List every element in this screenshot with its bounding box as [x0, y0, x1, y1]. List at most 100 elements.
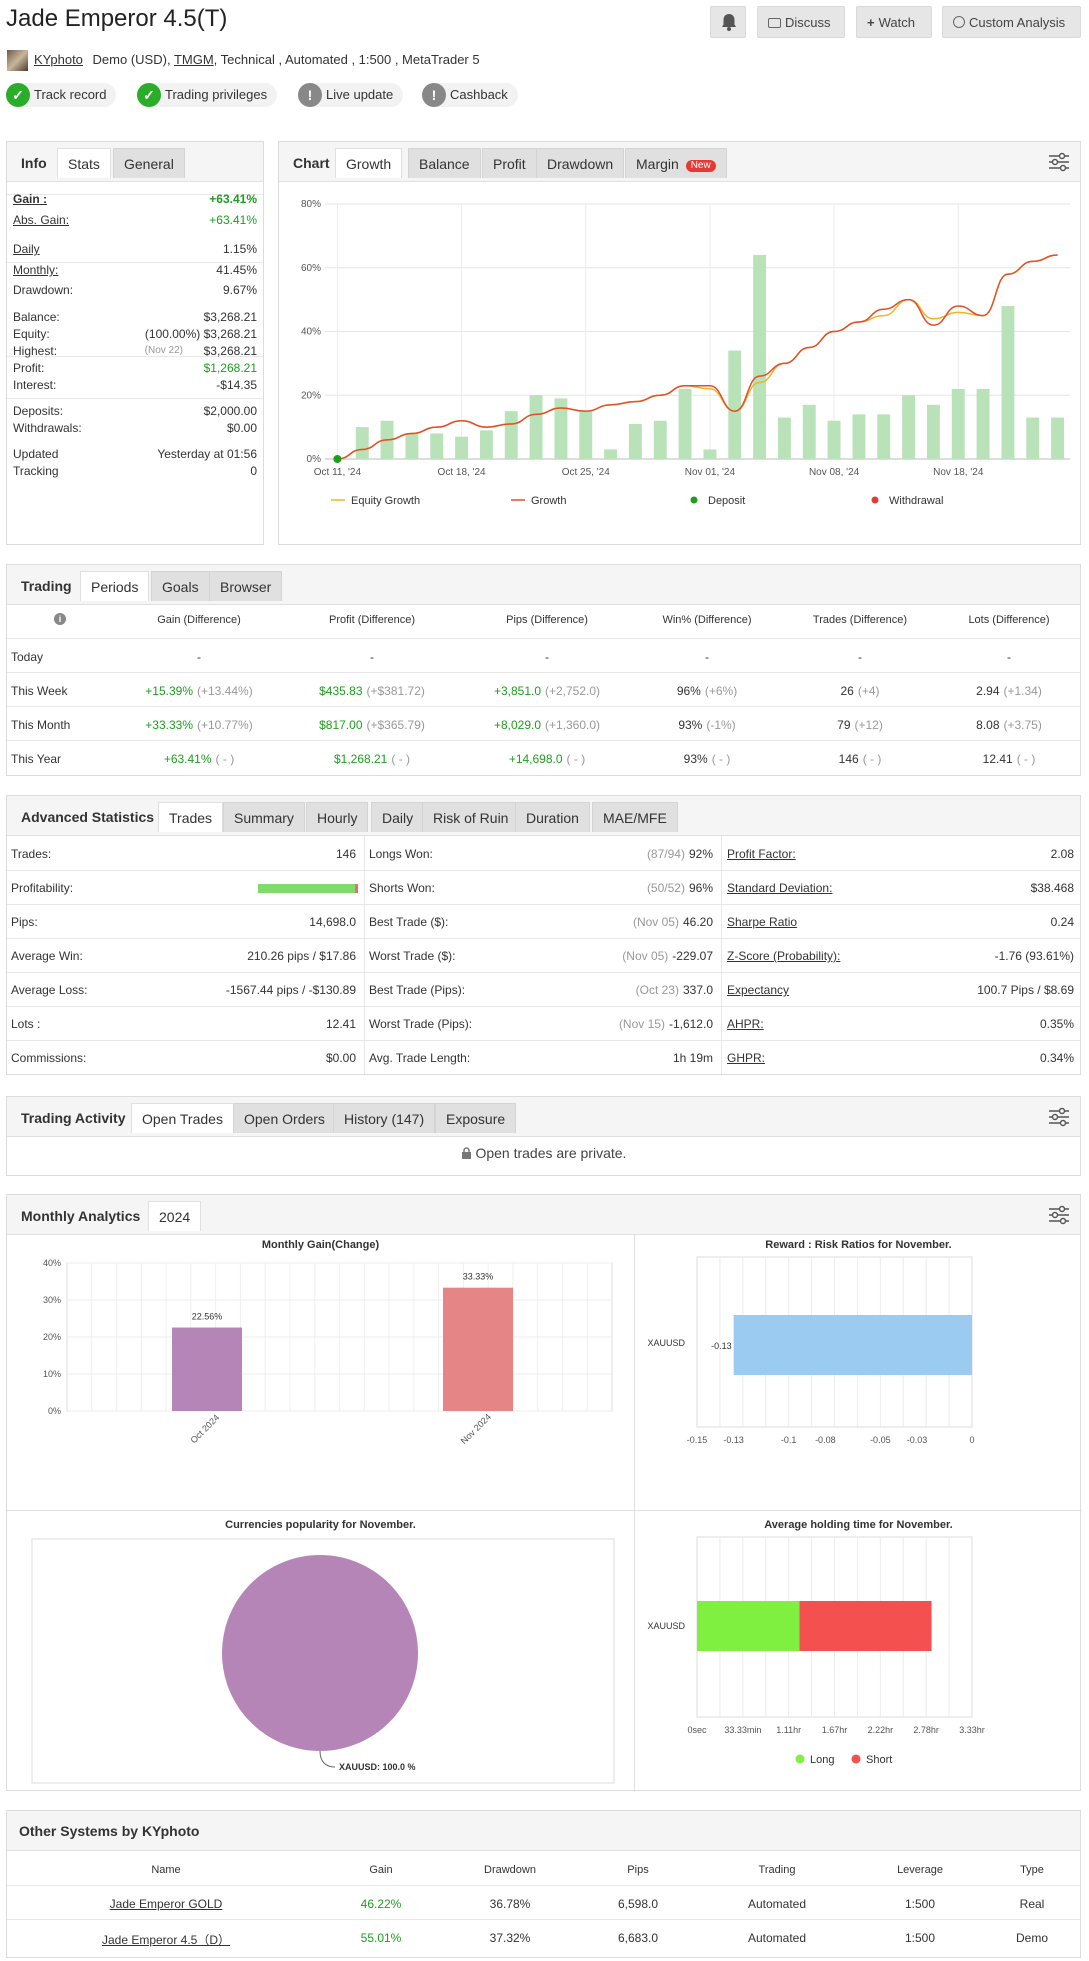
tab-monthly-analytics[interactable]: Monthly Analytics [21, 1208, 141, 1224]
watch-button[interactable]: + Watch [856, 6, 932, 38]
tab-summary[interactable]: Summary [223, 802, 305, 832]
adv-label[interactable]: Sharpe Ratio [727, 915, 798, 929]
legend-deposit[interactable]: Deposit [708, 495, 745, 507]
adv-label: Worst Trade (Pips): [369, 1017, 473, 1031]
tab-drawdown[interactable]: Drawdown [536, 148, 625, 178]
system-cell: 1:500 [904, 1897, 936, 1911]
period-cell: 93% (-1%) [617, 718, 797, 732]
info-label: Equity: [13, 327, 50, 341]
legend-long[interactable]: Long [810, 1754, 834, 1766]
adv-label[interactable]: Standard Deviation: [727, 881, 833, 895]
check-icon: ✓ [6, 83, 30, 107]
info-label: Daily [13, 242, 40, 256]
tab-trading-activity[interactable]: Trading Activity [21, 1110, 126, 1126]
adv-label: Pips: [11, 915, 38, 929]
badge-live-update[interactable]: ! Live update [298, 83, 404, 107]
tab-duration[interactable]: Duration [515, 802, 590, 832]
tab-info[interactable]: Info [21, 155, 47, 171]
legend-growth[interactable]: Growth [531, 495, 566, 507]
system-cell: Real [1019, 1897, 1045, 1911]
period-cell: +33.33% (+10.77%) [109, 718, 289, 732]
tab-profit[interactable]: Profit [482, 148, 537, 178]
adv-label[interactable]: AHPR: [727, 1017, 764, 1031]
period-value: 79 [837, 718, 851, 732]
badge-cashback[interactable]: ! Cashback [422, 83, 518, 107]
badge-trading-privileges[interactable]: ✓ Trading privileges [137, 83, 278, 107]
info-circle-icon[interactable]: i [54, 613, 66, 625]
tab-growth[interactable]: Growth [335, 148, 403, 178]
daily-gain-bar [777, 417, 791, 459]
filter-settings-icon[interactable] [1048, 1107, 1070, 1127]
adv-value: 210.26 pips / $17.86 [247, 949, 356, 963]
author-avatar[interactable] [7, 50, 28, 71]
tab-chart[interactable]: Chart [293, 155, 330, 171]
y-tick-label: 40% [301, 327, 321, 338]
other-column-header: Gain [369, 1864, 393, 1876]
tab-daily[interactable]: Daily [371, 802, 425, 832]
period-cell: 8.08 (+3.75) [919, 718, 1089, 732]
system-cell: Demo [1015, 1931, 1048, 1945]
daily-gain-bar [355, 427, 369, 459]
y-tick-label: 10% [43, 1369, 61, 1379]
adv-label[interactable]: Expectancy [727, 983, 790, 997]
badge-track-record[interactable]: ✓ Track record [6, 83, 117, 107]
period-difference: (+10.77%) [197, 718, 253, 732]
tab-year-2024[interactable]: 2024 [148, 1201, 202, 1231]
period-cell: +8,029.0 (+1,360.0) [457, 718, 637, 732]
period-difference: (+13.44%) [197, 684, 253, 698]
y-category-label: XAUUSD [647, 1338, 685, 1348]
page-title: Jade Emperor 4.5(T) [6, 5, 228, 32]
tab-general[interactable]: General [113, 148, 185, 178]
custom-analysis-button[interactable]: Custom Analysis [942, 6, 1081, 38]
adv-label: Shorts Won: [369, 881, 435, 895]
period-cell: - [919, 650, 1089, 664]
x-tick-label: Nov 01, '24 [685, 467, 736, 478]
tab-risk-of-ruin[interactable]: Risk of Ruin [422, 802, 520, 832]
tab-browser[interactable]: Browser [209, 571, 283, 601]
period-difference: (+1,360.0) [545, 718, 601, 732]
broker-link[interactable]: TMGM [173, 52, 214, 67]
tab-exposure[interactable]: Exposure [435, 1103, 517, 1133]
discuss-button[interactable]: Discuss [757, 6, 845, 38]
system-link[interactable]: Jade Emperor 4.5（D） [101, 1933, 231, 1947]
tab-trading[interactable]: Trading [21, 578, 72, 594]
period-value: 96% [676, 684, 701, 698]
tab-advanced-statistics[interactable]: Advanced Statistics [21, 809, 155, 825]
system-link[interactable]: Jade Emperor GOLD [109, 1897, 223, 1911]
tab-mae-mfe[interactable]: MAE/MFE [592, 802, 678, 832]
notifications-button[interactable] [710, 6, 746, 38]
legend-short[interactable]: Short [866, 1754, 892, 1766]
tab-stats[interactable]: Stats [57, 148, 111, 178]
adv-label[interactable]: Profit Factor: [727, 847, 796, 861]
other-column-header: Trading [758, 1864, 796, 1876]
x-tick-label: 3.33hr [959, 1725, 985, 1735]
periods-column-header: Lots (Difference) [968, 614, 1050, 626]
adv-label[interactable]: GHPR: [727, 1051, 766, 1065]
daily-gain-bar [604, 449, 618, 459]
pie-label-leader [319, 1750, 336, 1768]
tab-open-trades[interactable]: Open Trades [131, 1103, 234, 1133]
daily-gain-bar [554, 398, 568, 459]
adv-label[interactable]: Z-Score (Probability): [727, 949, 841, 963]
period-difference: ( - ) [391, 752, 411, 766]
tab-open-orders[interactable]: Open Orders [233, 1103, 336, 1133]
legend-equity-growth[interactable]: Equity Growth [351, 495, 420, 507]
reward-risk-chart: -0.15 -0.13 -0.1 -0.08 -0.05 -0.03 0 -0.13 XAUUS… [647, 1256, 975, 1445]
author-link[interactable]: KYphoto [34, 52, 83, 67]
y-tick-label: 20% [301, 390, 321, 401]
tab-history[interactable]: History (147) [333, 1103, 436, 1133]
filter-settings-icon[interactable] [1048, 1205, 1070, 1225]
lock-icon [461, 1147, 471, 1159]
tab-trades[interactable]: Trades [158, 802, 224, 832]
adv-label: Trades: [11, 847, 52, 861]
tab-periods[interactable]: Periods [80, 571, 150, 601]
monthly-gain-bar [172, 1327, 242, 1411]
tab-margin[interactable]: Margin New [625, 148, 727, 178]
tab-hourly[interactable]: Hourly [306, 802, 369, 832]
legend-withdrawal[interactable]: Withdrawal [889, 495, 943, 507]
period-cell: - [282, 650, 462, 664]
x-tick-label: -0.1 [781, 1435, 797, 1445]
tab-goals[interactable]: Goals [151, 571, 210, 601]
tab-balance[interactable]: Balance [408, 148, 481, 178]
filter-settings-icon[interactable] [1048, 152, 1070, 172]
